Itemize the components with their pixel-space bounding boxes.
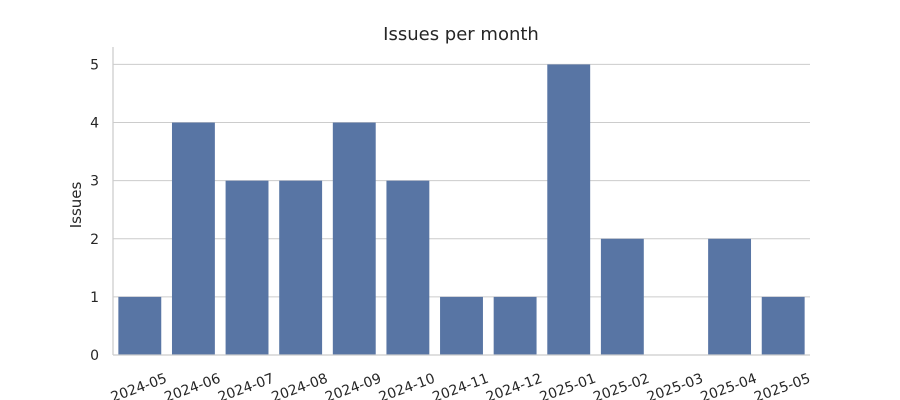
bar-2024-12 — [493, 296, 537, 355]
y-gridlines — [113, 63, 810, 298]
bar-2024-10 — [386, 180, 430, 355]
bar-2024-11 — [440, 296, 483, 355]
y-axis-label: Issues — [67, 182, 85, 229]
x-tick-label-2024-09: 2024-09 — [323, 371, 383, 400]
y-tick-labels: 0 1 2 3 4 5 — [90, 57, 99, 364]
bar-2025-05 — [761, 296, 805, 355]
y-tick-label-2: 2 — [90, 232, 99, 248]
x-tick-label-2024-08: 2024-08 — [270, 371, 330, 400]
x-tick-label-2024-06: 2024-06 — [162, 371, 223, 400]
x-tick-label-2024-12: 2024-12 — [484, 371, 544, 400]
bar-2024-07 — [225, 180, 269, 355]
x-tick-label-2024-11: 2024-11 — [430, 371, 490, 400]
y-tick-label-0: 0 — [90, 348, 99, 364]
y-tick-label-3: 3 — [90, 174, 99, 190]
x-tick-label-2025-02: 2025-02 — [591, 371, 651, 400]
bars — [118, 64, 805, 355]
x-tick-label-2024-05: 2024-05 — [109, 371, 169, 400]
bar-2024-05 — [118, 296, 162, 355]
x-tick-label-2025-05: 2025-05 — [752, 371, 812, 400]
y-tick-label-1: 1 — [90, 290, 99, 306]
x-tick-labels: 2024-052024-062024-072024-082024-092024-… — [109, 371, 813, 400]
chart-title: Issues per month — [383, 24, 539, 45]
x-tick-label-2025-03: 2025-03 — [645, 371, 705, 400]
bar-2025-02 — [600, 238, 644, 355]
bar-2024-09 — [332, 122, 376, 355]
y-tick-label-4: 4 — [90, 116, 99, 132]
x-tick-label-2025-01: 2025-01 — [538, 371, 598, 400]
x-tick-label-2024-10: 2024-10 — [377, 371, 437, 400]
axes — [112, 47, 810, 356]
bar-2024-08 — [279, 180, 323, 355]
bar-2025-01 — [547, 64, 591, 355]
x-tick-label-2025-04: 2025-04 — [699, 371, 760, 400]
y-tick-label-5: 5 — [90, 57, 99, 73]
bar-2024-06 — [171, 122, 215, 355]
bar-2025-04 — [708, 238, 752, 355]
x-tick-label-2024-07: 2024-07 — [216, 371, 276, 400]
